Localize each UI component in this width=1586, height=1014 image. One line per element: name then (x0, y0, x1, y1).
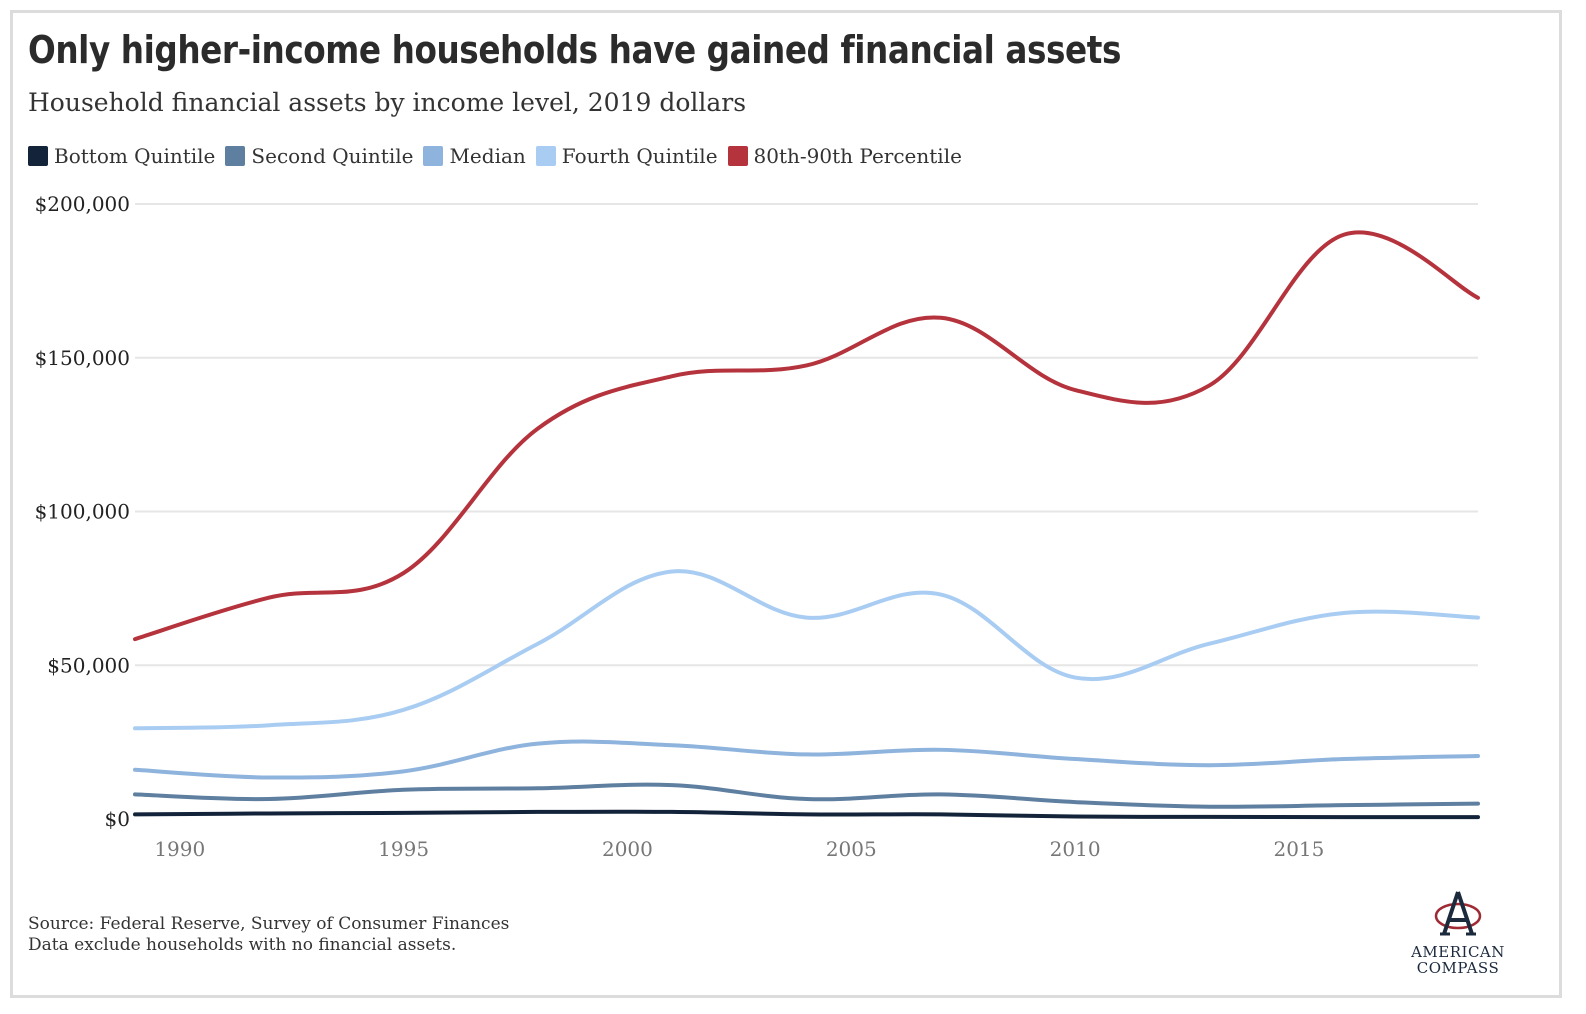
legend-swatch (535, 146, 556, 166)
source-note: Source: Federal Reserve, Survey of Consu… (28, 914, 509, 956)
gridlines (135, 203, 1478, 667)
logo-line-2: COMPASS (1416, 959, 1500, 977)
legend-item: 80th-90th Percentile (727, 144, 962, 168)
legend-label: 80th-90th Percentile (753, 144, 962, 168)
y-tick-label: $50,000 (47, 653, 130, 677)
legend-swatch (423, 146, 444, 166)
y-tick-label: $100,000 (35, 500, 130, 524)
y-tick-label: $200,000 (35, 192, 130, 216)
series-line-median (133, 739, 1480, 780)
legend: Bottom Quintile Second Quintile Median Four… (28, 144, 972, 168)
logo-line-1: AMERICAN (1411, 943, 1505, 961)
series-line-80th-90th-percentile (133, 230, 1480, 642)
legend-item: Fourth Quintile (535, 144, 718, 168)
legend-label: Second Quintile (251, 144, 414, 168)
x-tick-label: 2005 (826, 837, 877, 861)
series-line-bottom-quintile (133, 809, 1480, 820)
series-line-second-quintile (133, 782, 1480, 809)
compass-a-logo-icon (1434, 891, 1482, 936)
legend-label: Median (449, 144, 526, 168)
source-line: Source: Federal Reserve, Survey of Consu… (28, 914, 510, 934)
chart-subtitle: Household financial assets by income lev… (28, 88, 747, 117)
legend-label: Bottom Quintile (54, 144, 216, 168)
y-axis-ticks: $0 $50,000 $100,000 $150,000 $200,000 (35, 192, 130, 831)
series-line-fourth-quintile (133, 569, 1480, 731)
x-tick-label: 1990 (154, 837, 205, 861)
legend-label: Fourth Quintile (561, 144, 718, 168)
x-tick-label: 2000 (602, 837, 653, 861)
x-tick-label: 2015 (1273, 837, 1324, 861)
y-tick-label: $0 (105, 807, 130, 831)
chart-title: Only higher-income households have gaine… (28, 28, 1122, 72)
x-tick-label: 2010 (1050, 837, 1101, 861)
y-tick-label: $150,000 (35, 346, 130, 370)
legend-item: Median (423, 144, 526, 168)
x-tick-label: 1995 (378, 837, 429, 861)
legend-swatch (28, 146, 48, 166)
legend-swatch (727, 146, 748, 166)
series-lines (133, 230, 1480, 820)
legend-swatch (225, 146, 246, 166)
legend-item: Bottom Quintile (28, 144, 215, 168)
chart-frame (10, 10, 1562, 998)
american-compass-logo: AMERICAN COMPASS (1398, 888, 1518, 976)
legend-item: Second Quintile (225, 144, 413, 168)
note-line: Data exclude households with no financia… (28, 935, 457, 955)
x-axis-ticks: 1990 1995 2000 2005 2010 2015 (154, 837, 1324, 861)
